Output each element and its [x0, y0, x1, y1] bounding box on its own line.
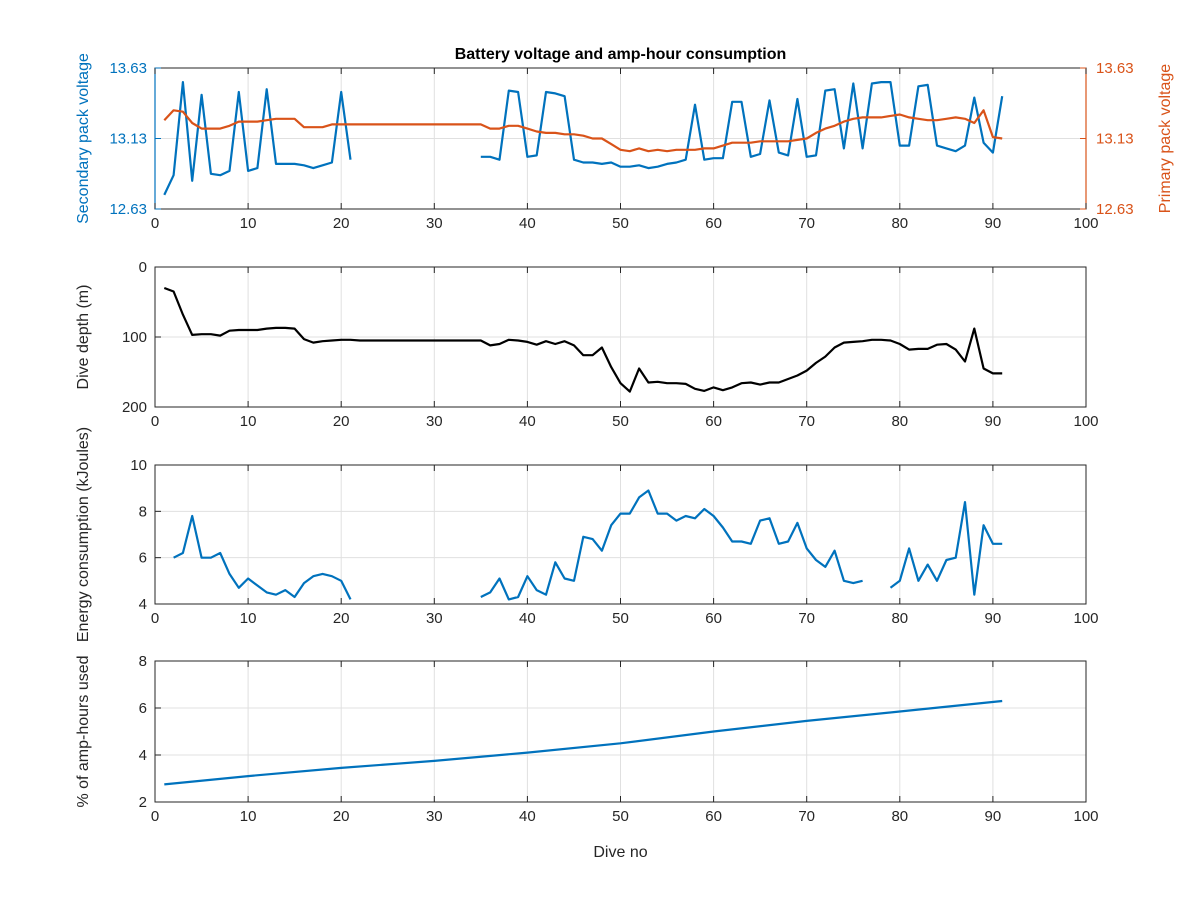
x-tick-label: 70	[798, 413, 815, 430]
x-tick-label: 30	[426, 413, 443, 430]
x-tick-label: 100	[1073, 610, 1098, 627]
energy-panel: 0 10 20 30 40 50 60 70 80 90 100 4 6 8 10 Energy consum…	[75, 427, 1099, 642]
y-tick-label: 6	[139, 550, 147, 567]
x-tick-label: 90	[985, 215, 1002, 232]
x-tick-label: 10	[240, 808, 257, 825]
depth-line	[163, 286, 1003, 393]
y-tick-label: 8	[139, 653, 147, 670]
x-tick-label: 20	[333, 215, 350, 232]
x-tick-label: 80	[891, 808, 908, 825]
x-tick-label: 80	[891, 215, 908, 232]
x-tick-label: 50	[612, 215, 629, 232]
y-tick-label: 0	[139, 259, 147, 276]
primary-voltage-line	[163, 109, 1003, 153]
y-tick-label: 13.63	[109, 60, 147, 77]
x-tick-label: 70	[798, 215, 815, 232]
x-tick-label: 70	[798, 610, 815, 627]
y-axis-label: Energy consumption (kJoules)	[75, 427, 92, 642]
y-tick-label: 6	[139, 700, 147, 717]
x-tick-label: 0	[151, 610, 159, 627]
x-tick-label: 100	[1073, 413, 1098, 430]
x-tick-label: 30	[426, 808, 443, 825]
y-right-tick-label: 13.13	[1096, 131, 1134, 148]
y-tick-label: 8	[139, 503, 147, 520]
x-tick-label: 90	[985, 610, 1002, 627]
y-tick-label: 10	[130, 457, 147, 474]
x-tick-label: 90	[985, 413, 1002, 430]
x-tick-label: 20	[333, 413, 350, 430]
x-tick-label: 80	[891, 413, 908, 430]
x-tick-label: 20	[333, 808, 350, 825]
x-tick-label: 50	[612, 610, 629, 627]
x-tick-label: 50	[612, 413, 629, 430]
y-tick-label: 2	[139, 794, 147, 811]
y-tick-label: 13.13	[109, 131, 147, 148]
y-tick-label: 100	[122, 329, 147, 346]
y-tick-label: 200	[122, 399, 147, 416]
y-right-tick-label: 13.63	[1096, 60, 1134, 77]
x-tick-label: 60	[705, 413, 722, 430]
x-tick-label: 10	[240, 610, 257, 627]
y-right-tick-label: 12.63	[1096, 201, 1134, 218]
x-tick-label: 50	[612, 808, 629, 825]
y-axis-label: % of amp-hours used	[75, 655, 92, 807]
voltage-panel: 0 10 20 30 40 50 60 70 80 90 10012.6313.1313.6312.…	[75, 46, 1174, 232]
y-tick-label: 4	[139, 596, 147, 613]
x-tick-label: 60	[705, 808, 722, 825]
x-tick-label: 0	[151, 413, 159, 430]
y-axis-label-right: Primary pack voltage	[1157, 64, 1174, 213]
x-tick-label: 90	[985, 808, 1002, 825]
secondary-voltage-line	[163, 81, 1004, 196]
x-tick-label: 40	[519, 215, 536, 232]
energy-line	[173, 489, 1003, 601]
x-tick-label: 60	[705, 610, 722, 627]
x-tick-label: 20	[333, 610, 350, 627]
x-tick-label: 10	[240, 215, 257, 232]
y-axis-label: Secondary pack voltage	[75, 53, 92, 224]
y-tick-label: 4	[139, 747, 147, 764]
x-tick-label: 0	[151, 808, 159, 825]
y-tick-label: 12.63	[109, 201, 147, 218]
x-tick-label: 30	[426, 610, 443, 627]
x-tick-label: 70	[798, 808, 815, 825]
x-tick-label: 100	[1073, 215, 1098, 232]
x-tick-label: 30	[426, 215, 443, 232]
x-tick-label: 100	[1073, 808, 1098, 825]
x-tick-label: 40	[519, 808, 536, 825]
x-axis-label: Dive no	[593, 844, 647, 861]
amphours-panel: 0 10 20 30 40 50 60 70 80 90 100 2 4 6 8 % of amp-hours…	[75, 653, 1099, 861]
depth-panel: 0 10 20 30 40 50 60 70 80 90 100 0 100 200 Dive depth …	[75, 259, 1099, 430]
y-axis-label: Dive depth (m)	[75, 285, 92, 390]
x-tick-label: 10	[240, 413, 257, 430]
x-tick-label: 40	[519, 413, 536, 430]
chart-title: Battery voltage and amp-hour consumption	[455, 46, 787, 63]
x-tick-label: 40	[519, 610, 536, 627]
amphours-line	[164, 699, 1003, 786]
x-tick-label: 60	[705, 215, 722, 232]
x-tick-label: 0	[151, 215, 159, 232]
x-tick-label: 80	[891, 610, 908, 627]
